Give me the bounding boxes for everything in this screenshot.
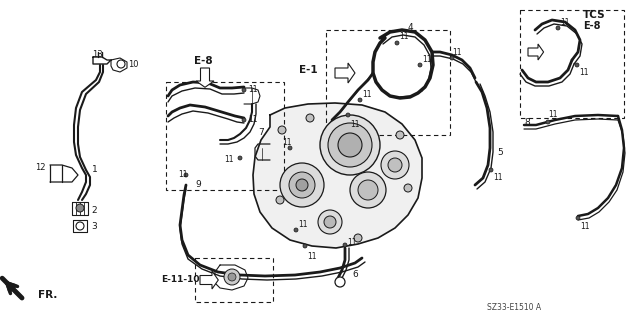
Text: 11: 11 [422,55,431,64]
Circle shape [338,133,362,157]
Text: 11: 11 [579,68,589,77]
Polygon shape [253,103,422,248]
Text: 11: 11 [362,90,371,99]
Circle shape [350,172,386,208]
Text: 9: 9 [195,180,201,189]
Text: 11: 11 [224,155,234,164]
Text: 11: 11 [298,220,307,229]
Circle shape [296,179,308,191]
Bar [166,82,284,190]
Text: 7: 7 [258,128,264,137]
Text: 11: 11 [560,18,570,27]
Polygon shape [196,68,214,87]
Text: 11: 11 [350,120,360,129]
Circle shape [76,222,84,230]
Bar [195,258,273,302]
Text: E-8: E-8 [194,56,212,66]
Circle shape [335,277,345,287]
Text: 11: 11 [493,173,502,182]
Text: 5: 5 [497,148,503,157]
Polygon shape [335,63,355,83]
Text: 6: 6 [352,270,358,279]
Text: FR.: FR. [38,290,58,300]
Circle shape [575,63,579,67]
Circle shape [238,156,242,160]
Circle shape [320,115,380,175]
Text: 11: 11 [248,85,257,94]
Circle shape [556,26,560,30]
Circle shape [288,146,292,150]
Text: 11: 11 [178,170,188,179]
Circle shape [280,163,324,207]
Polygon shape [200,271,218,289]
Circle shape [117,60,125,68]
Text: 1: 1 [92,165,98,174]
Circle shape [358,180,378,200]
Circle shape [276,196,284,204]
Circle shape [318,210,342,234]
Text: SZ33-E1510 A: SZ33-E1510 A [487,303,541,312]
Text: E-11-10: E-11-10 [161,275,200,284]
Text: 13: 13 [92,50,102,59]
Circle shape [489,168,493,172]
Bar [520,10,624,118]
Text: 11: 11 [307,252,317,261]
Text: 11: 11 [452,48,461,57]
Circle shape [294,228,298,232]
Text: 3: 3 [91,222,97,231]
Text: 12: 12 [35,163,45,172]
Text: 11: 11 [580,222,589,231]
Circle shape [418,63,422,67]
Text: TCS: TCS [583,10,605,20]
Circle shape [546,120,550,124]
Circle shape [450,56,454,60]
Circle shape [404,184,412,192]
Circle shape [354,234,362,242]
Circle shape [381,151,409,179]
Text: 4: 4 [408,23,413,32]
Bar [326,30,450,135]
Text: E-8: E-8 [583,21,600,31]
Text: 11: 11 [282,138,291,147]
Circle shape [576,216,580,220]
Circle shape [289,172,315,198]
Text: 8: 8 [524,118,530,127]
Text: 11: 11 [248,115,257,124]
Circle shape [242,118,246,122]
Circle shape [324,216,336,228]
Circle shape [388,158,402,172]
Circle shape [395,41,399,45]
Text: 11: 11 [548,110,557,119]
Circle shape [303,244,307,248]
Text: 11: 11 [347,238,356,247]
Polygon shape [528,44,543,60]
Text: 11: 11 [399,32,408,41]
Circle shape [76,204,84,212]
Text: 10: 10 [128,60,138,69]
Text: 2: 2 [91,206,97,215]
Circle shape [346,113,350,117]
Circle shape [228,273,236,281]
Circle shape [224,269,240,285]
Circle shape [328,123,372,167]
Circle shape [184,173,188,177]
Circle shape [242,88,246,92]
Circle shape [396,131,404,139]
Text: E-1: E-1 [300,65,318,75]
Circle shape [358,98,362,102]
Circle shape [278,126,286,134]
Circle shape [343,243,347,247]
Circle shape [306,114,314,122]
